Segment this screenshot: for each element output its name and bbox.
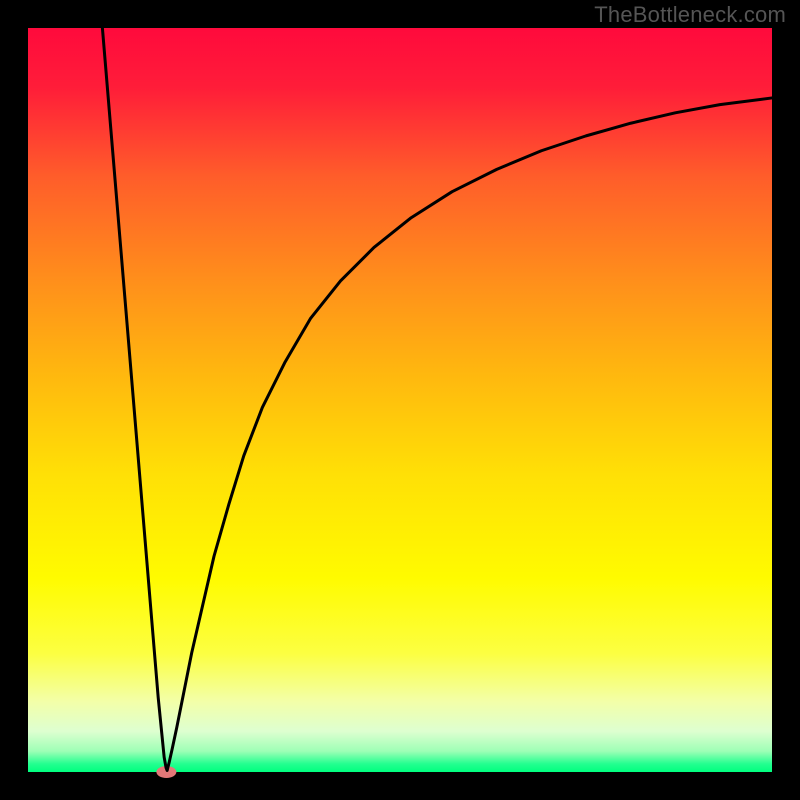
chart-container: TheBottleneck.com [0,0,800,800]
watermark-text: TheBottleneck.com [594,2,786,28]
bottleneck-chart [0,0,800,800]
plot-background [28,28,772,772]
